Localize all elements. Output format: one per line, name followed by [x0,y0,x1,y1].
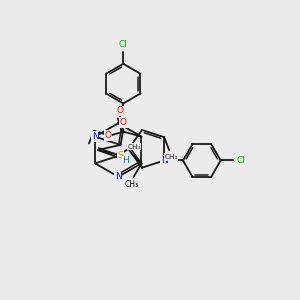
Text: O: O [116,106,123,116]
Text: CH₃: CH₃ [124,179,139,188]
Text: Cl: Cl [236,156,245,165]
Text: Cl: Cl [119,40,128,50]
Text: O: O [104,131,111,140]
Text: O: O [120,118,127,127]
Text: N: N [161,156,168,165]
Text: N: N [92,132,98,141]
Text: N: N [115,172,122,181]
Text: CH₃: CH₃ [128,144,141,150]
Text: CH₃: CH₃ [164,154,178,160]
Text: S: S [118,151,123,160]
Text: H: H [122,156,129,165]
